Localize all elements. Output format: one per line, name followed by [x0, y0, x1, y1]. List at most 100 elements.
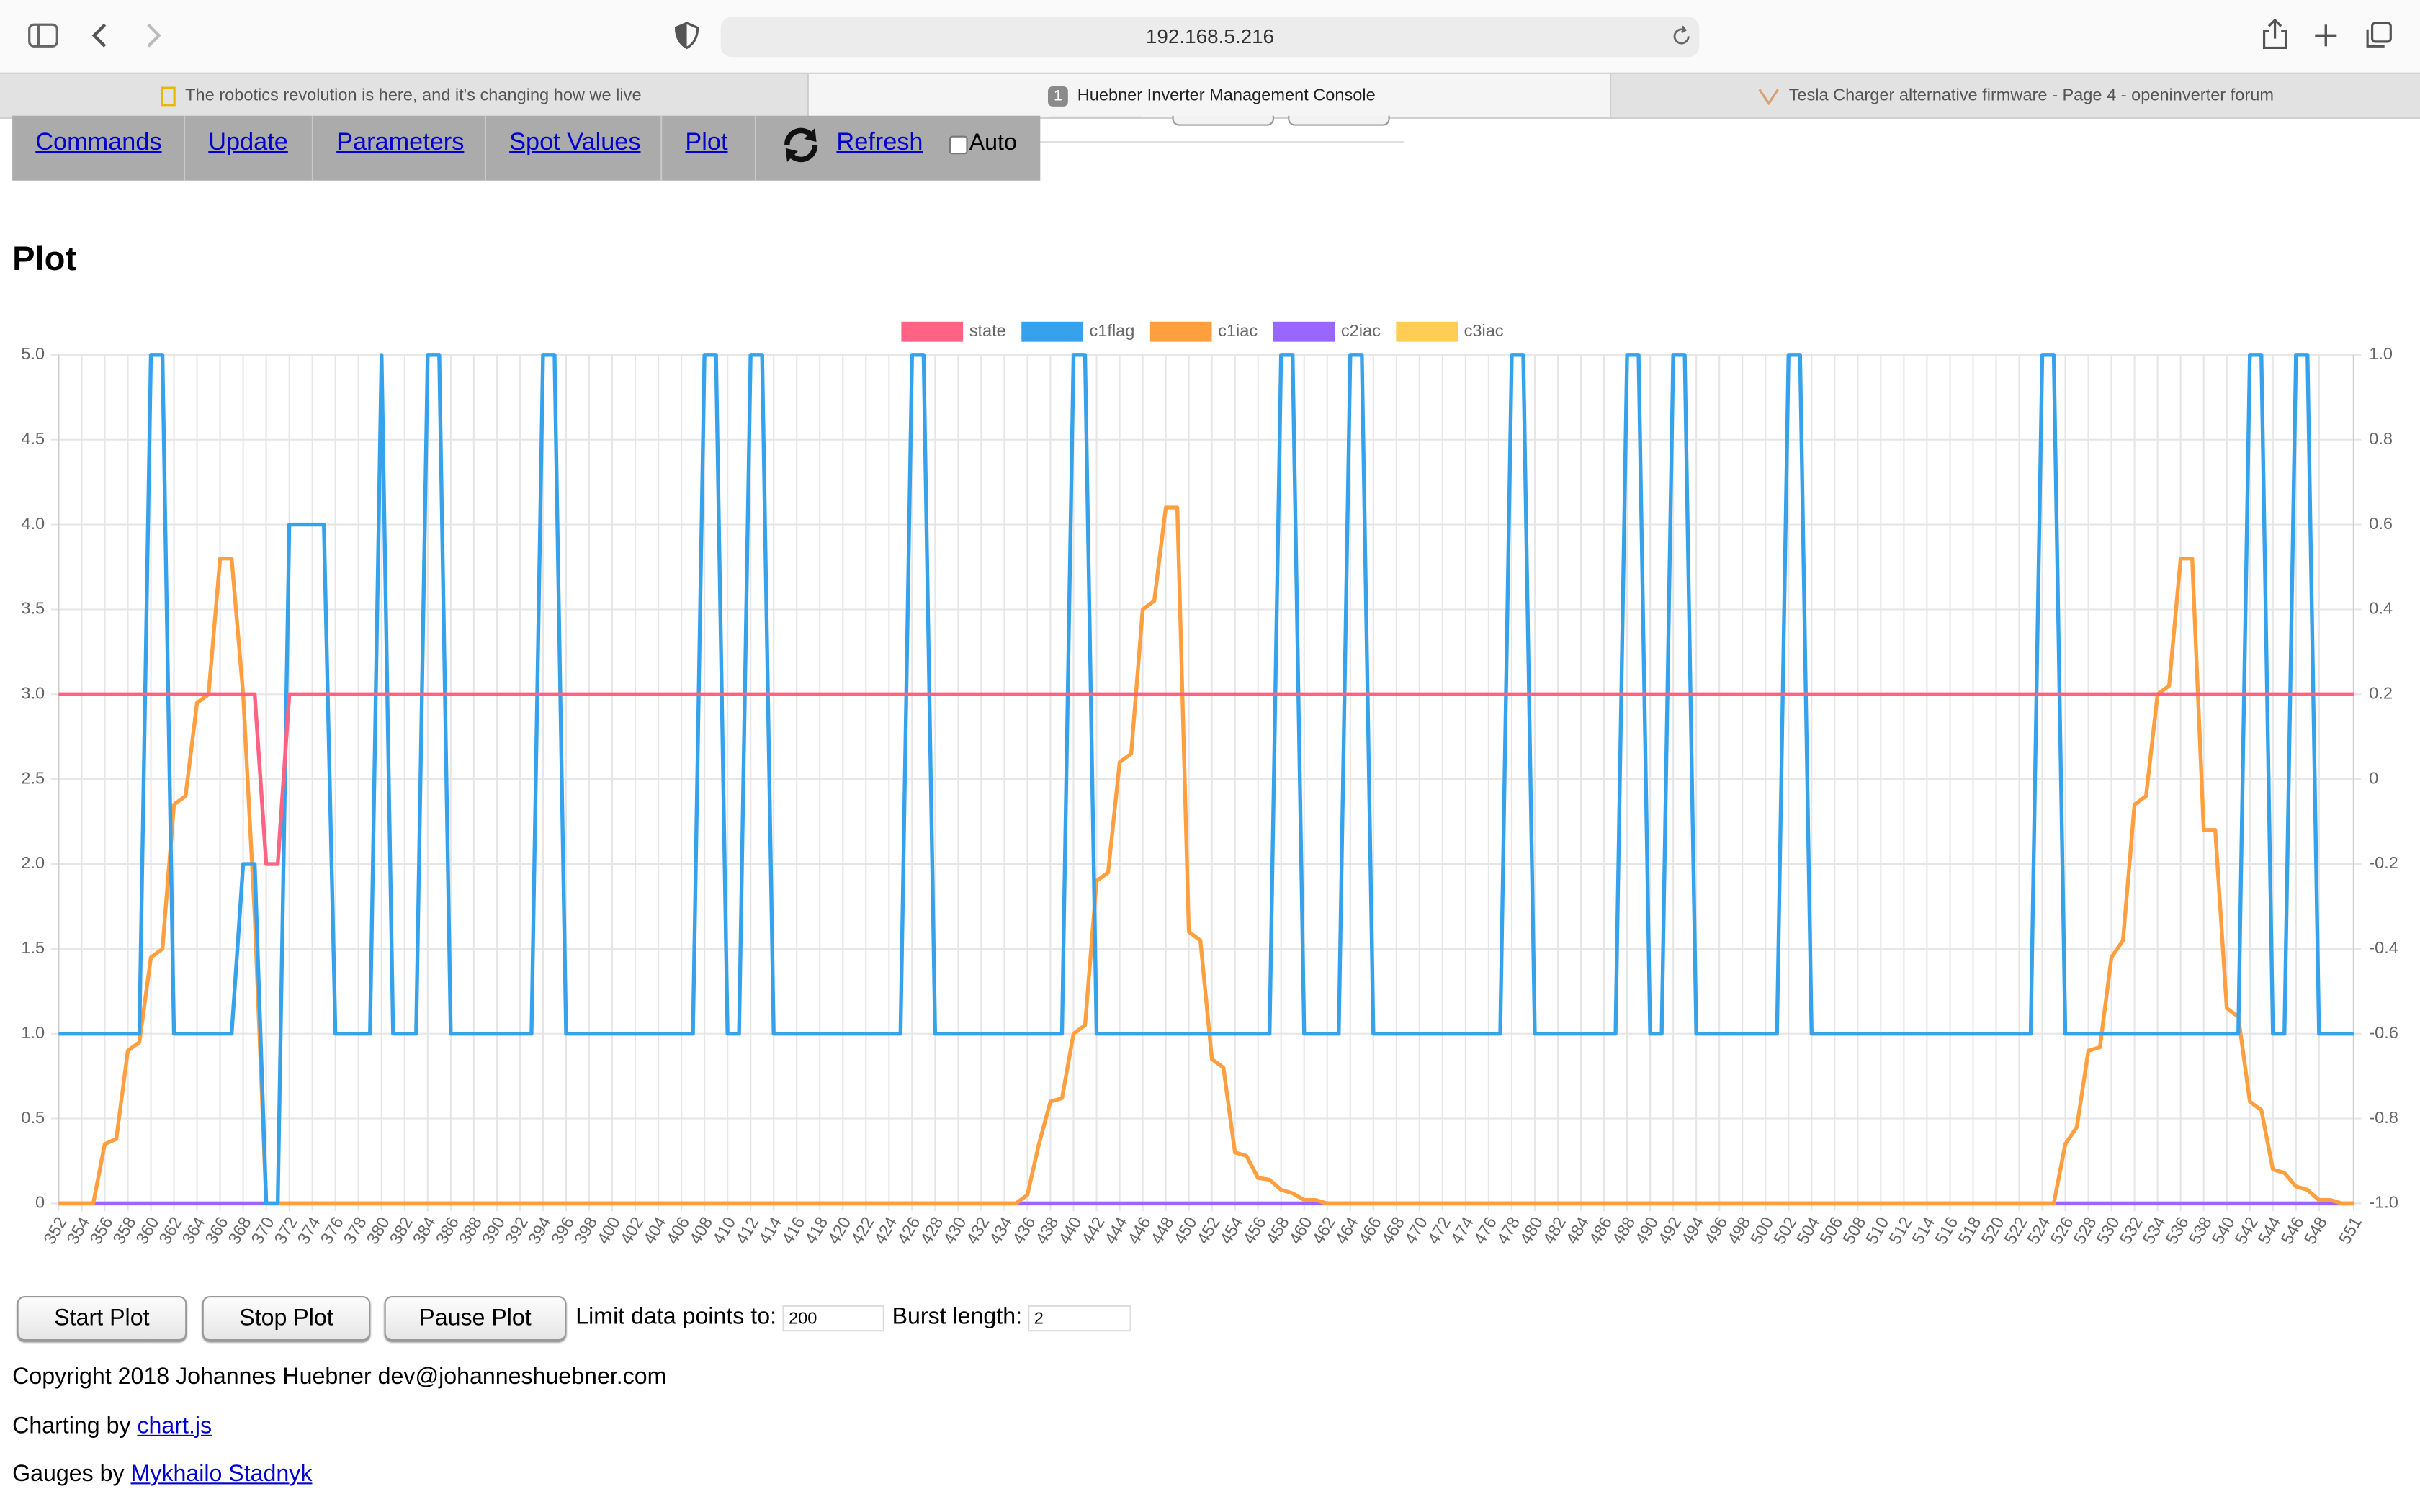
- sidebar-button[interactable]: [28, 22, 59, 50]
- y-tick-label: 3.5: [21, 599, 45, 618]
- x-tick-label: 378: [340, 1213, 370, 1247]
- x-tick-label: 500: [1747, 1213, 1777, 1247]
- x-tick-label: 410: [709, 1213, 739, 1247]
- nav-menu: Commands Update Parameters Spot Values P…: [12, 115, 1041, 181]
- refresh-icon[interactable]: [779, 123, 823, 166]
- nav-link[interactable]: Spot Values: [509, 130, 641, 156]
- tab-icon: [161, 86, 176, 106]
- x-tick-label: 366: [202, 1213, 232, 1247]
- x-tick-label: 424: [870, 1213, 900, 1247]
- x-tick-label: 474: [1447, 1213, 1477, 1247]
- nav-link[interactable]: Plot: [685, 130, 728, 156]
- x-tick-label: 542: [2231, 1213, 2262, 1247]
- x-tick-label: 360: [132, 1213, 162, 1247]
- legend-swatch: [1150, 321, 1212, 342]
- x-tick-label: 398: [570, 1213, 601, 1247]
- x-tick-label: 368: [225, 1213, 255, 1247]
- x-tick-label: 438: [1031, 1213, 1062, 1247]
- y2-tick-label: 0.4: [2369, 599, 2393, 618]
- x-tick-label: 514: [1908, 1213, 1938, 1247]
- x-tick-label: 538: [2185, 1213, 2215, 1247]
- x-tick-label: 496: [1700, 1213, 1731, 1247]
- x-tick-label: 528: [2070, 1213, 2100, 1247]
- x-tick-label: 468: [1378, 1213, 1408, 1247]
- legend-label: c2iac: [1341, 321, 1381, 340]
- x-tick-label: 480: [1516, 1213, 1546, 1247]
- x-tick-label: 420: [824, 1213, 854, 1247]
- series-line: [58, 505, 2354, 1206]
- nav-link[interactable]: Parameters: [336, 130, 465, 156]
- limit-input[interactable]: 200: [782, 1305, 884, 1332]
- y-tick-label: 1.0: [21, 1023, 45, 1042]
- x-tick-label: 402: [617, 1213, 647, 1247]
- legend-label: c1flag: [1090, 321, 1135, 340]
- burst-label: Burst length:: [892, 1303, 1023, 1331]
- x-tick-label: 548: [2300, 1213, 2331, 1247]
- chartjs-link[interactable]: chart.js: [137, 1413, 212, 1440]
- address-bar[interactable]: 192.168.5.216: [720, 17, 1700, 58]
- tab-icon: [1758, 89, 1779, 106]
- nav-link[interactable]: Refresh: [836, 130, 923, 156]
- x-tick-label: 394: [524, 1213, 555, 1247]
- burst-input[interactable]: 2: [1028, 1305, 1131, 1332]
- copyright: Copyright 2018 Johannes Huebner dev@joha…: [12, 1364, 667, 1390]
- new-tab-button[interactable]: [2313, 23, 2338, 48]
- share-button[interactable]: [2261, 18, 2289, 50]
- url-text: 192.168.5.216: [1145, 24, 1275, 48]
- browser-toolbar: 192.168.5.216: [0, 0, 2420, 73]
- forward-button[interactable]: [142, 22, 163, 50]
- stop-plot-button[interactable]: Stop Plot: [202, 1296, 371, 1341]
- x-tick-label: 546: [2277, 1213, 2308, 1247]
- y-tick-label: 2.0: [21, 853, 45, 872]
- x-tick-label: 370: [248, 1213, 278, 1247]
- tab-overview-button[interactable]: [2365, 22, 2393, 50]
- legend-label: state: [969, 321, 1006, 340]
- x-tick-label: 396: [547, 1213, 578, 1247]
- x-tick-label: 478: [1493, 1213, 1523, 1247]
- y2-tick-label: 0.6: [2369, 514, 2393, 533]
- reload-button[interactable]: [1670, 24, 1693, 48]
- x-tick-label: 551: [2335, 1213, 2365, 1247]
- x-tick-label: 484: [1562, 1213, 1592, 1247]
- x-tick-label: 452: [1193, 1213, 1224, 1247]
- tab[interactable]: The robotics revolution is here, and it'…: [0, 74, 806, 117]
- x-tick-label: 522: [2000, 1213, 2030, 1247]
- legend-swatch: [1021, 321, 1083, 342]
- back-button[interactable]: [89, 22, 111, 50]
- auto-checkbox[interactable]: [949, 135, 968, 155]
- tab[interactable]: 1 Huebner Inverter Management Console: [807, 73, 1612, 117]
- nav-link[interactable]: Update: [208, 130, 288, 156]
- x-tick-label: 510: [1862, 1213, 1892, 1247]
- x-tick-label: 536: [2162, 1213, 2192, 1247]
- x-tick-label: 440: [1054, 1213, 1085, 1247]
- x-tick-label: 454: [1216, 1213, 1247, 1247]
- x-tick-label: 512: [1885, 1213, 1915, 1247]
- legend-swatch: [1273, 321, 1335, 342]
- x-tick-label: 354: [63, 1213, 93, 1247]
- author-link[interactable]: Mykhailo Stadnyk: [130, 1461, 313, 1488]
- x-tick-label: 506: [1816, 1213, 1846, 1247]
- x-tick-label: 374: [294, 1213, 324, 1247]
- x-tick-label: 432: [962, 1213, 992, 1247]
- separator: [311, 115, 313, 181]
- x-tick-label: 544: [2254, 1213, 2285, 1247]
- x-tick-label: 444: [1101, 1213, 1131, 1247]
- shield-icon[interactable]: [674, 22, 699, 50]
- y-tick-label: 2.5: [21, 768, 45, 787]
- x-tick-label: 434: [985, 1213, 1016, 1247]
- x-tick-label: 488: [1608, 1213, 1639, 1247]
- separator: [484, 115, 486, 181]
- pause-plot-button[interactable]: Pause Plot: [384, 1296, 567, 1341]
- nav-link[interactable]: Commands: [35, 130, 162, 156]
- x-tick-label: 466: [1355, 1213, 1385, 1247]
- tab-title: Tesla Charger alternative firmware - Pag…: [1788, 86, 2274, 105]
- x-tick-label: 404: [640, 1213, 670, 1247]
- start-plot-button[interactable]: Start Plot: [17, 1296, 187, 1341]
- y2-tick-label: 0.2: [2369, 684, 2393, 703]
- y-tick-label: 1.5: [21, 938, 45, 957]
- x-tick-label: 388: [455, 1213, 485, 1247]
- tab[interactable]: Tesla Charger alternative firmware - Pag…: [1613, 74, 2420, 117]
